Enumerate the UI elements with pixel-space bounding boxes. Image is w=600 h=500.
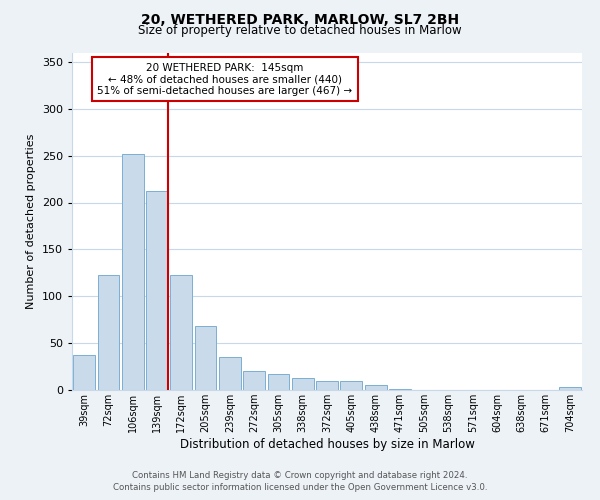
Bar bbox=[97, 274, 119, 390]
Bar bbox=[559, 387, 581, 390]
Bar bbox=[292, 378, 314, 390]
Bar bbox=[73, 356, 95, 390]
Bar bbox=[146, 191, 168, 390]
Text: Contains HM Land Registry data © Crown copyright and database right 2024.
Contai: Contains HM Land Registry data © Crown c… bbox=[113, 471, 487, 492]
Bar bbox=[122, 154, 143, 390]
Text: 20 WETHERED PARK:  145sqm
← 48% of detached houses are smaller (440)
51% of semi: 20 WETHERED PARK: 145sqm ← 48% of detach… bbox=[97, 62, 353, 96]
Bar bbox=[340, 380, 362, 390]
Bar bbox=[194, 326, 217, 390]
Bar bbox=[268, 374, 289, 390]
Text: Size of property relative to detached houses in Marlow: Size of property relative to detached ho… bbox=[138, 24, 462, 37]
Bar bbox=[365, 386, 386, 390]
Bar bbox=[243, 371, 265, 390]
X-axis label: Distribution of detached houses by size in Marlow: Distribution of detached houses by size … bbox=[179, 438, 475, 451]
Text: 20, WETHERED PARK, MARLOW, SL7 2BH: 20, WETHERED PARK, MARLOW, SL7 2BH bbox=[141, 12, 459, 26]
Bar bbox=[170, 274, 192, 390]
Bar bbox=[389, 389, 411, 390]
Y-axis label: Number of detached properties: Number of detached properties bbox=[26, 134, 36, 309]
Bar bbox=[316, 380, 338, 390]
Bar bbox=[219, 357, 241, 390]
